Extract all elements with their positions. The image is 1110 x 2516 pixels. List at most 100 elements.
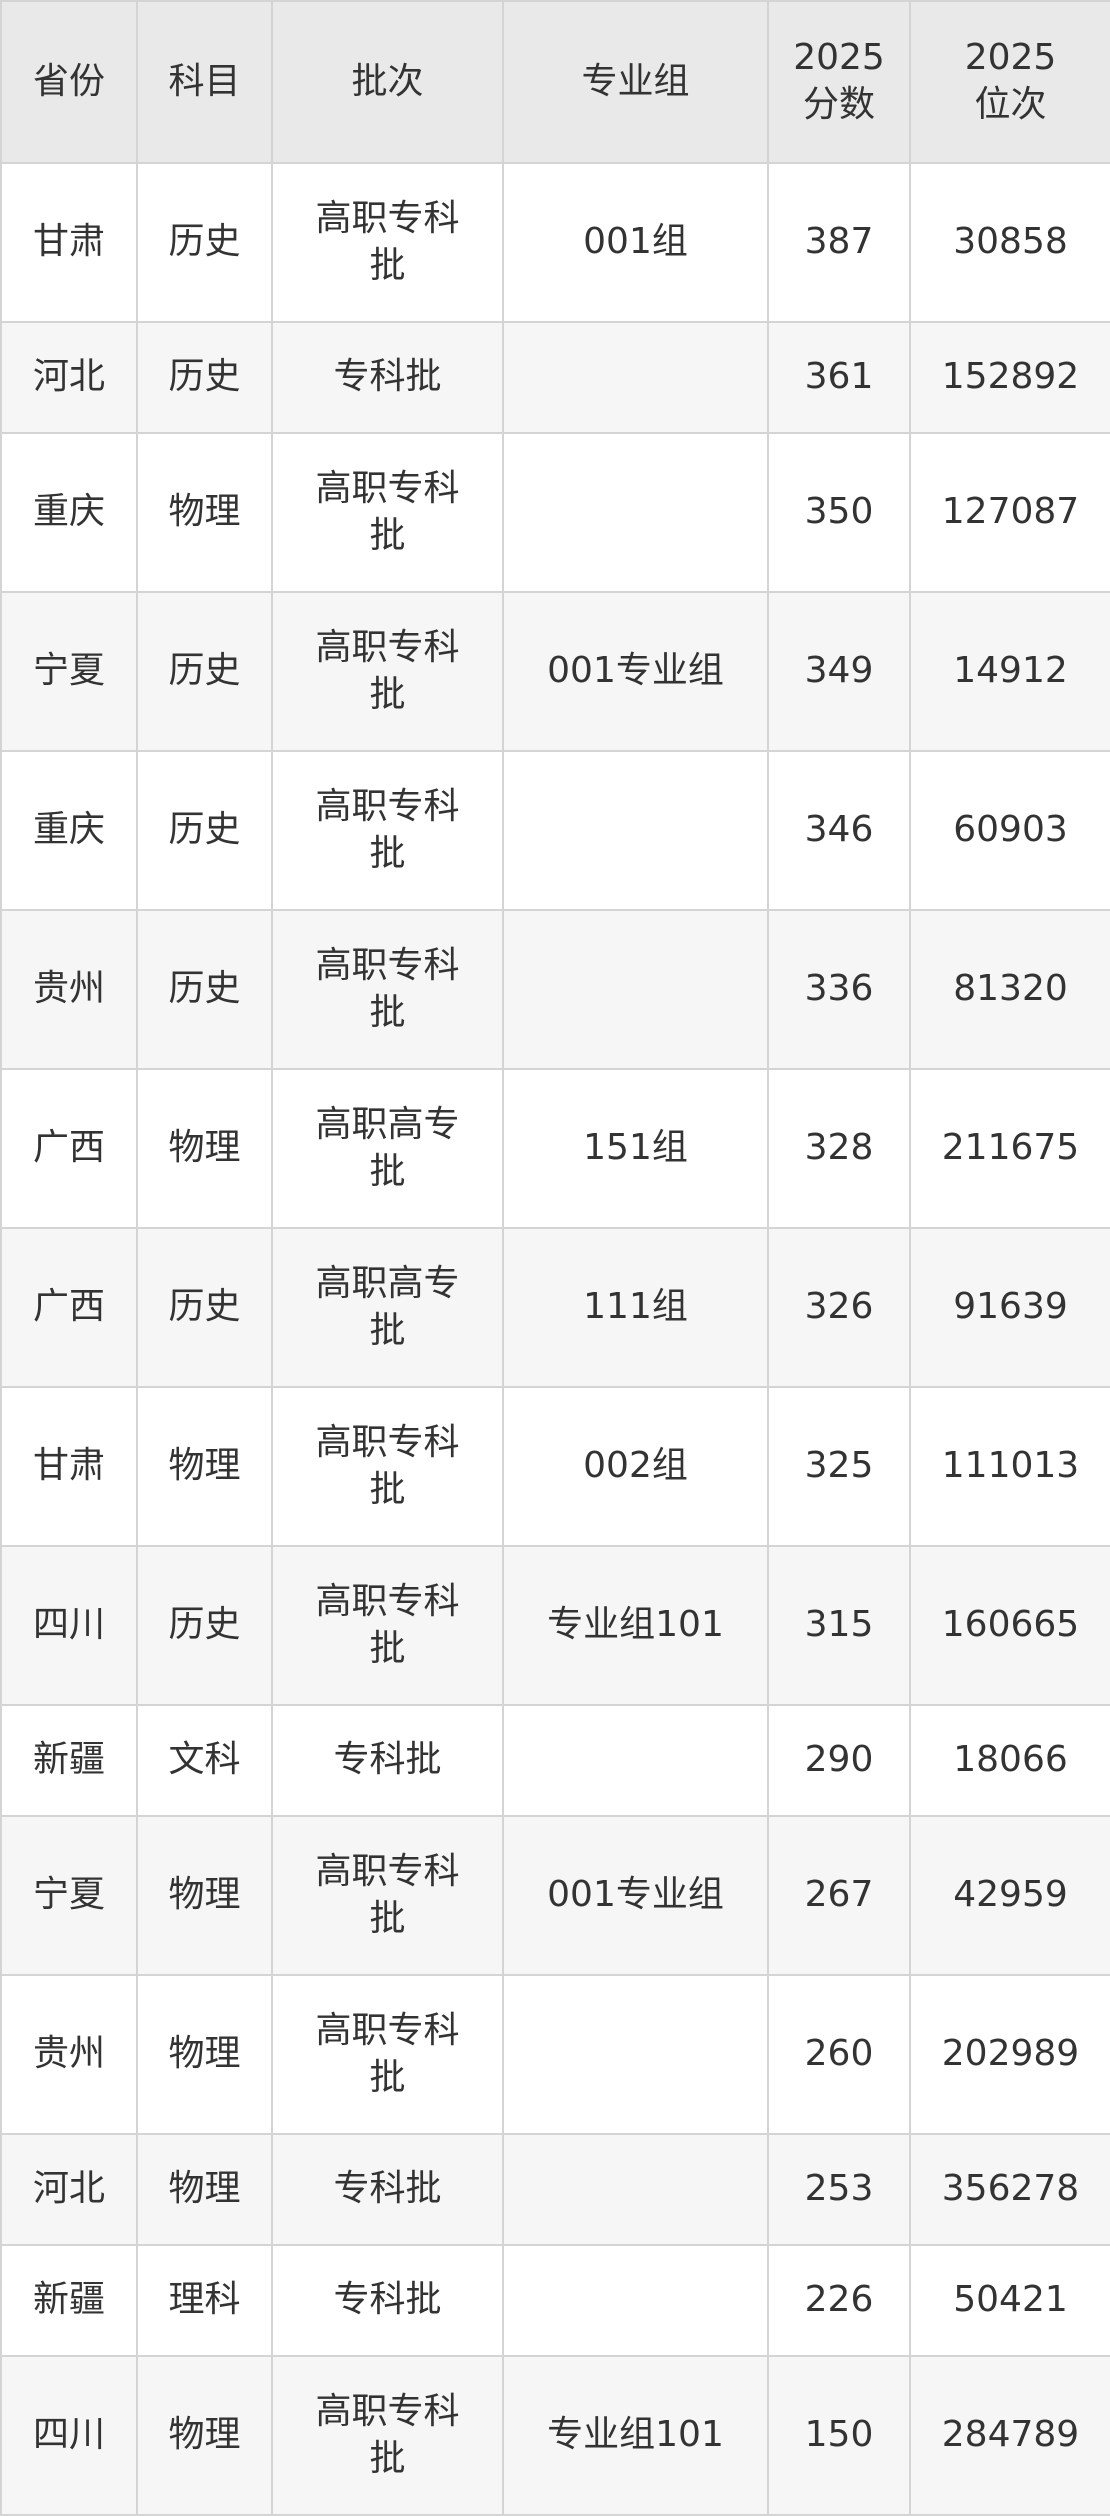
- table-cell: 81320: [909, 909, 1110, 1070]
- table-cell: 河北: [0, 2133, 138, 2246]
- table-row: 广西 物理 高职高专批 151组 328 211675: [0, 1068, 1110, 1229]
- table-cell: 宁夏: [0, 1815, 138, 1976]
- table-cell: 甘肃: [0, 1386, 138, 1547]
- table-cell: 361: [767, 321, 911, 434]
- table-cell: 专业组101: [502, 1545, 769, 1706]
- table-row: 新疆 文科 专科批 290 18066: [0, 1704, 1110, 1817]
- table-cell: 001专业组: [502, 1815, 769, 1976]
- table-cell: [502, 750, 769, 911]
- table-cell: 历史: [136, 321, 273, 434]
- table-body: 甘肃 历史 高职专科批 001组 387 30858 河北 历史 专科批 361 152892 重庆物…: [0, 162, 1110, 2516]
- table-cell: 历史: [136, 162, 273, 323]
- table-cell: 91639: [909, 1227, 1110, 1388]
- table-row: 重庆 物理 高职专科批 350 127087: [0, 432, 1110, 593]
- table-cell: 历史: [136, 591, 273, 752]
- table-cell: 重庆: [0, 432, 138, 593]
- table-cell: 四川: [0, 2355, 138, 2516]
- table-cell: 202989: [909, 1974, 1110, 2135]
- table-cell: 高职专科批: [271, 2355, 504, 2516]
- table-cell: 127087: [909, 432, 1110, 593]
- table-cell: [502, 1974, 769, 2135]
- header-cell: 科目: [136, 0, 273, 164]
- table-cell: 新疆: [0, 1704, 138, 1817]
- table-cell: 新疆: [0, 2244, 138, 2357]
- table-cell: 甘肃: [0, 162, 138, 323]
- table-cell: 267: [767, 1815, 911, 1976]
- table-row: 四川 物理 高职专科批 专业组101 150 284789: [0, 2355, 1110, 2516]
- table-cell: 290: [767, 1704, 911, 1817]
- table-cell: 60903: [909, 750, 1110, 911]
- table-cell: [502, 1704, 769, 1817]
- header-cell: 2025分数: [767, 0, 911, 164]
- table-cell: 151组: [502, 1068, 769, 1229]
- table-cell: 42959: [909, 1815, 1110, 1976]
- table-cell: 325: [767, 1386, 911, 1547]
- table-cell: 专科批: [271, 1704, 504, 1817]
- table-cell: 001专业组: [502, 591, 769, 752]
- table-cell: [502, 432, 769, 593]
- table-cell: 高职专科批: [271, 432, 504, 593]
- table-row: 河北 物理 专科批 253 356278: [0, 2133, 1110, 2246]
- table-cell: 物理: [136, 2355, 273, 2516]
- header-cell: 专业组: [502, 0, 769, 164]
- table-cell: 高职专科批: [271, 591, 504, 752]
- table-cell: 广西: [0, 1068, 138, 1229]
- table-cell: 高职专科批: [271, 162, 504, 323]
- table-cell: 14912: [909, 591, 1110, 752]
- table-cell: 18066: [909, 1704, 1110, 1817]
- table-row: 宁夏 物理 高职专科批 001专业组 267 42959: [0, 1815, 1110, 1976]
- table-row: 甘肃 历史 高职专科批 001组 387 30858: [0, 162, 1110, 323]
- table-row: 贵州 物理 高职专科批 260 202989: [0, 1974, 1110, 2135]
- table-cell: 物理: [136, 1068, 273, 1229]
- header-cell: 省份: [0, 0, 138, 164]
- table-row: 新疆 理科 专科批 226 50421: [0, 2244, 1110, 2357]
- table-row: 贵州 历史 高职专科批 336 81320: [0, 909, 1110, 1070]
- table-row: 甘肃 物理 高职专科批 002组 325 111013: [0, 1386, 1110, 1547]
- table-cell: 260: [767, 1974, 911, 2135]
- table-cell: 历史: [136, 1227, 273, 1388]
- table-cell: 152892: [909, 321, 1110, 434]
- table-cell: 物理: [136, 1386, 273, 1547]
- table-cell: 高职专科批: [271, 909, 504, 1070]
- table-cell: 002组: [502, 1386, 769, 1547]
- table-cell: 336: [767, 909, 911, 1070]
- table-cell: 四川: [0, 1545, 138, 1706]
- table-cell: 高职专科批: [271, 1974, 504, 2135]
- table-cell: 专业组101: [502, 2355, 769, 2516]
- table-cell: 226: [767, 2244, 911, 2357]
- table-cell: 111013: [909, 1386, 1110, 1547]
- table-cell: 111组: [502, 1227, 769, 1388]
- table-cell: 30858: [909, 162, 1110, 323]
- table-cell: 高职专科批: [271, 1545, 504, 1706]
- table-cell: 高职高专批: [271, 1068, 504, 1229]
- table-cell: 物理: [136, 2133, 273, 2246]
- table-cell: 贵州: [0, 909, 138, 1070]
- table-cell: 284789: [909, 2355, 1110, 2516]
- table-cell: 物理: [136, 1974, 273, 2135]
- table-cell: 高职专科批: [271, 1815, 504, 1976]
- table-cell: 211675: [909, 1068, 1110, 1229]
- table-cell: 历史: [136, 1545, 273, 1706]
- header-cell: 批次: [271, 0, 504, 164]
- table-cell: 物理: [136, 432, 273, 593]
- table-row: 广西 历史 高职高专批 111组 326 91639: [0, 1227, 1110, 1388]
- table-cell: 326: [767, 1227, 911, 1388]
- table-cell: 重庆: [0, 750, 138, 911]
- header-row: 省份 科目 批次 专业组 2025分数 2025位次: [0, 0, 1110, 164]
- table-cell: [502, 2244, 769, 2357]
- table-cell: 高职专科批: [271, 750, 504, 911]
- table-cell: 专科批: [271, 2244, 504, 2357]
- table-cell: 高职高专批: [271, 1227, 504, 1388]
- table-cell: 宁夏: [0, 591, 138, 752]
- table-cell: 350: [767, 432, 911, 593]
- table-cell: 150: [767, 2355, 911, 2516]
- table-row: 河北 历史 专科批 361 152892: [0, 321, 1110, 434]
- table-cell: 315: [767, 1545, 911, 1706]
- table-row: 重庆 历史 高职专科批 346 60903: [0, 750, 1110, 911]
- table-cell: 356278: [909, 2133, 1110, 2246]
- table-cell: 高职专科批: [271, 1386, 504, 1547]
- table-row: 宁夏 历史 高职专科批 001专业组 349 14912: [0, 591, 1110, 752]
- table-cell: 专科批: [271, 2133, 504, 2246]
